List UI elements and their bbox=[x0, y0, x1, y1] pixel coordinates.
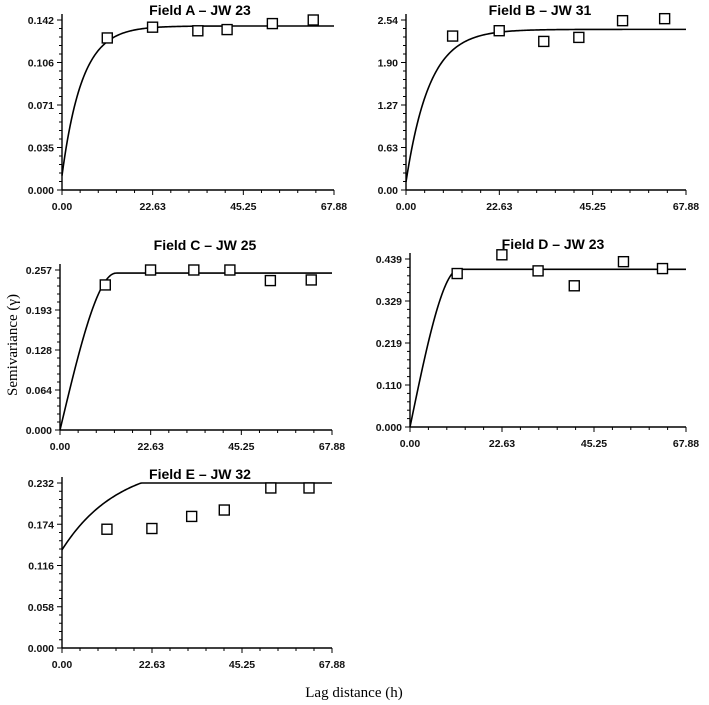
data-point bbox=[656, 262, 669, 275]
data-point bbox=[144, 264, 157, 276]
x-tick-label: 45.25 bbox=[580, 201, 606, 213]
data-point bbox=[446, 30, 459, 42]
x-tick-label: 22.63 bbox=[140, 201, 166, 213]
chart-panel-1: Field A – JW 23 0.000 0.035 0.071 0.106 0.142… bbox=[28, 2, 348, 213]
chart-title: Field A – JW 23 bbox=[149, 2, 251, 18]
x-tick-label: 67.88 bbox=[319, 659, 345, 671]
x-tick-label: 45.25 bbox=[581, 438, 607, 450]
x-tick-label: 22.63 bbox=[489, 438, 515, 450]
y-tick-label: 1.90 bbox=[378, 58, 399, 70]
x-tick-label: 22.63 bbox=[139, 659, 165, 671]
data-point bbox=[266, 17, 279, 30]
data-point bbox=[218, 504, 230, 516]
data-point bbox=[188, 264, 200, 276]
data-point bbox=[496, 249, 508, 261]
y-tick-label: 0.000 bbox=[26, 425, 52, 437]
y-tick-label: 2.54 bbox=[378, 15, 399, 27]
data-point bbox=[303, 482, 315, 494]
x-tick-label: 45.25 bbox=[228, 441, 254, 453]
y-tick-label: 0.064 bbox=[26, 385, 52, 397]
data-point bbox=[573, 31, 585, 44]
data-point bbox=[568, 280, 580, 292]
chart-panels: Field A – JW 23 0.000 0.035 0.071 0.106 0.142… bbox=[26, 2, 700, 671]
x-tick-label: 22.63 bbox=[138, 441, 164, 453]
chart-panel-4: Field D – JW 23 0.000 0.110 0.219 0.329 0.439… bbox=[376, 236, 700, 450]
data-point bbox=[305, 274, 317, 286]
data-point bbox=[265, 482, 277, 494]
y-tick-label: 0.000 bbox=[376, 422, 402, 434]
data-point bbox=[99, 279, 111, 291]
model-curve bbox=[409, 268, 686, 428]
x-tick-label: 0.00 bbox=[52, 201, 73, 213]
data-point bbox=[264, 274, 277, 287]
x-tick-label: 67.88 bbox=[319, 441, 345, 453]
y-axis-label: Semivariance (γ) bbox=[5, 294, 21, 396]
y-tick-label: 0.257 bbox=[26, 265, 52, 277]
y-tick-label: 0.193 bbox=[26, 305, 52, 317]
x-tick-label: 45.25 bbox=[229, 659, 255, 671]
y-tick-label: 0.000 bbox=[28, 643, 54, 655]
x-tick-label: 0.00 bbox=[52, 659, 73, 671]
x-axis-label: Lag distance (h) bbox=[305, 685, 402, 701]
data-point bbox=[538, 35, 550, 48]
model-curve bbox=[61, 25, 334, 176]
chart-title: Field E – JW 32 bbox=[149, 466, 251, 482]
x-tick-label: 0.00 bbox=[400, 438, 421, 450]
chart-panel-5: Field E – JW 32 0.000 0.058 0.116 0.174 0.232… bbox=[28, 466, 346, 671]
data-point bbox=[307, 14, 319, 26]
chart-title: Field B – JW 31 bbox=[489, 2, 592, 18]
data-point bbox=[146, 21, 159, 33]
data-point bbox=[101, 523, 113, 535]
model-curve bbox=[405, 28, 686, 183]
chart-panel-2: Field B – JW 31 0.00 0.63 1.27 1.90 2.54 0.00 2… bbox=[378, 2, 700, 213]
y-tick-label: 0.116 bbox=[28, 561, 54, 573]
data-point bbox=[617, 255, 630, 268]
y-tick-label: 0.00 bbox=[378, 185, 399, 197]
data-point bbox=[451, 267, 463, 280]
y-tick-label: 0.439 bbox=[376, 254, 402, 266]
chart-panel-3: Field C – JW 25 0.000 0.064 0.128 0.193 0.257… bbox=[26, 237, 346, 453]
data-point bbox=[658, 12, 671, 25]
y-tick-label: 0.128 bbox=[26, 345, 52, 357]
model-curve bbox=[61, 482, 332, 551]
data-point bbox=[221, 23, 233, 36]
x-tick-label: 0.00 bbox=[50, 441, 71, 453]
y-tick-label: 0.174 bbox=[28, 519, 54, 531]
y-tick-label: 0.232 bbox=[28, 478, 54, 490]
x-tick-label: 0.00 bbox=[396, 201, 417, 213]
y-tick-label: 0.63 bbox=[378, 143, 399, 155]
data-point bbox=[185, 510, 198, 523]
data-point bbox=[616, 14, 629, 27]
y-tick-label: 0.071 bbox=[28, 100, 54, 112]
data-point bbox=[532, 265, 544, 277]
data-point bbox=[101, 32, 113, 44]
data-point bbox=[146, 522, 158, 535]
y-tick-label: 0.106 bbox=[28, 58, 54, 70]
y-tick-label: 0.142 bbox=[28, 15, 54, 27]
data-point bbox=[192, 25, 204, 37]
x-tick-label: 67.88 bbox=[673, 438, 699, 450]
y-tick-label: 0.329 bbox=[376, 296, 402, 308]
y-tick-label: 0.058 bbox=[28, 602, 54, 614]
y-tick-label: 0.110 bbox=[376, 380, 402, 392]
y-tick-label: 0.219 bbox=[376, 338, 402, 350]
y-tick-label: 0.000 bbox=[28, 185, 54, 197]
data-point bbox=[224, 264, 236, 276]
y-tick-label: 0.035 bbox=[28, 143, 54, 155]
x-tick-label: 22.63 bbox=[486, 201, 512, 213]
data-point bbox=[493, 25, 505, 37]
chart-title: Field D – JW 23 bbox=[502, 236, 605, 252]
x-tick-label: 45.25 bbox=[230, 201, 256, 213]
x-tick-label: 67.88 bbox=[321, 201, 347, 213]
model-curve bbox=[59, 272, 332, 431]
y-tick-label: 1.27 bbox=[378, 100, 399, 112]
chart-title: Field C – JW 25 bbox=[154, 237, 257, 253]
x-tick-label: 67.88 bbox=[673, 201, 699, 213]
